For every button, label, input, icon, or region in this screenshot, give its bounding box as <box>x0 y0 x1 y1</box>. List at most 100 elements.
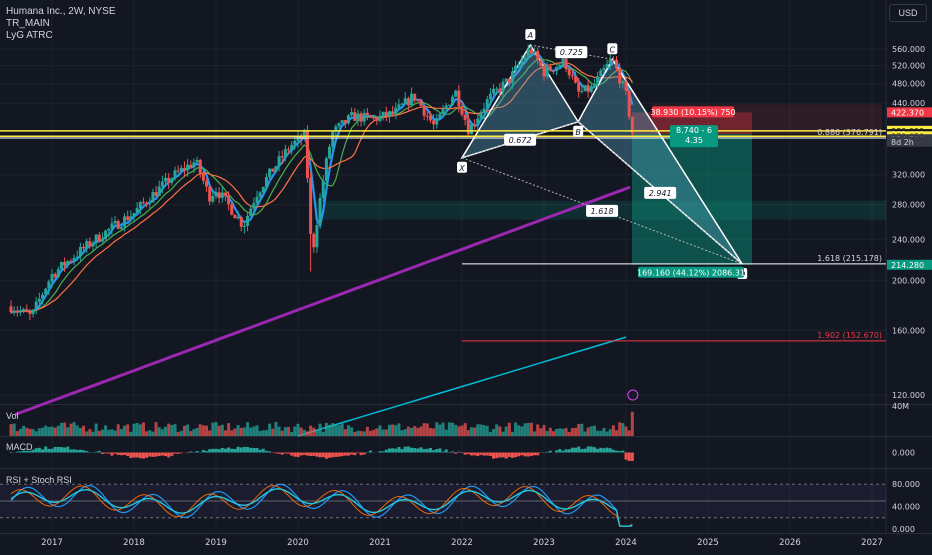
volume-bar <box>126 424 129 436</box>
candle-body <box>344 120 347 123</box>
volume-bar <box>252 426 255 436</box>
macd-bar <box>306 453 309 456</box>
volume-bar <box>66 427 69 436</box>
candle-body <box>328 147 331 159</box>
volume-bar <box>476 424 479 436</box>
macd-bar <box>66 447 69 453</box>
volume-bar <box>69 424 72 436</box>
macd-bar <box>530 453 533 456</box>
candle-body <box>549 66 552 70</box>
candle-body <box>505 79 508 82</box>
volume-bar <box>397 423 400 436</box>
volume-bar <box>606 432 609 436</box>
volume-bar <box>375 428 378 436</box>
macd-bar <box>303 453 306 456</box>
candle-body <box>413 94 416 100</box>
price-tick-label: 320.000 <box>892 171 925 180</box>
volume-bar <box>568 432 571 436</box>
volume-bar <box>618 422 621 436</box>
pattern-point-C: C <box>610 45 616 54</box>
candle-body <box>442 109 445 114</box>
candle-body <box>467 120 470 134</box>
candle-body <box>16 311 19 312</box>
macd-bar <box>211 449 214 453</box>
candle-body <box>517 65 520 66</box>
rsi-axis-label-80: 80.000 <box>892 480 920 489</box>
volume-bar <box>631 412 634 436</box>
candle-body <box>397 104 400 107</box>
price-tick-label: 520.000 <box>892 62 925 71</box>
candle-body <box>341 120 344 123</box>
price-tick-label: 480.000 <box>892 80 925 89</box>
macd-bar <box>350 453 353 455</box>
time-tick-label: 2020 <box>287 538 309 548</box>
candle-body <box>54 274 57 277</box>
candle-body <box>221 192 224 197</box>
macd-bar <box>120 453 123 456</box>
volume-bar <box>155 422 158 436</box>
volume-bar <box>309 426 312 436</box>
indicator-tr-main[interactable]: TR_MAIN <box>6 18 50 30</box>
candle-body <box>338 123 341 126</box>
macd-bar <box>237 447 240 453</box>
candle-body <box>552 71 555 72</box>
candle-body <box>448 105 451 106</box>
macd-bar <box>268 451 271 452</box>
candle-body <box>243 226 246 227</box>
macd-bar <box>284 453 287 454</box>
macd-bar <box>467 453 470 455</box>
macd-bar <box>148 453 151 457</box>
volume-bar <box>57 426 60 436</box>
ratio-label: 0.725 <box>560 48 583 57</box>
candle-body <box>546 66 549 76</box>
macd-bar <box>451 451 454 452</box>
candle-body <box>498 89 501 92</box>
target-label: 169.160 (44.12%) 2086.31 <box>637 268 745 277</box>
rsi-axis-label-0: 0.000 <box>892 525 915 534</box>
volume-bar <box>489 432 492 436</box>
volume-bar <box>498 426 501 436</box>
candle-body <box>609 60 612 64</box>
volume-bar <box>123 426 126 436</box>
candle-body <box>158 187 161 196</box>
macd-bar <box>69 450 72 453</box>
candle-body <box>240 217 243 227</box>
volume-bar <box>328 425 331 436</box>
candle-body <box>224 192 227 196</box>
macd-bar <box>82 450 85 452</box>
candle-body <box>60 262 63 269</box>
volume-bar <box>290 432 293 436</box>
candle-body <box>114 221 117 223</box>
volume-bar <box>101 430 104 436</box>
macd-bar <box>486 453 489 456</box>
candle-body <box>555 67 558 71</box>
indicator-lyg-atrc[interactable]: LyG ATRC <box>6 30 53 42</box>
volume-bar <box>76 426 79 436</box>
candle-body <box>410 94 413 106</box>
macd-pane-label[interactable]: MACD <box>6 441 33 453</box>
candle-body <box>602 68 605 70</box>
candle-body <box>571 75 574 76</box>
volume-bar <box>19 429 22 436</box>
price-tick-label: 560.000 <box>892 45 925 54</box>
macd-bar <box>536 453 539 456</box>
volume-bar <box>211 423 214 436</box>
price-tick-label: 440.000 <box>892 99 925 108</box>
macd-bar <box>606 448 609 453</box>
volume-bar <box>438 425 441 436</box>
volume-bar <box>435 422 438 436</box>
candle-body <box>612 60 615 61</box>
volume-bar <box>104 425 107 436</box>
candle-body <box>319 198 322 225</box>
volume-pane-label[interactable]: Vol <box>6 410 19 422</box>
currency-button[interactable]: USD <box>889 4 927 22</box>
rsi-pane-label[interactable]: RSI + Stoch RSI <box>6 474 72 486</box>
candle-body <box>350 112 353 115</box>
candle-body <box>237 217 240 218</box>
time-tick-label: 2022 <box>451 538 473 548</box>
candle-body <box>136 208 139 213</box>
candle-body <box>41 295 44 299</box>
time-tick-label: 2023 <box>533 538 555 548</box>
